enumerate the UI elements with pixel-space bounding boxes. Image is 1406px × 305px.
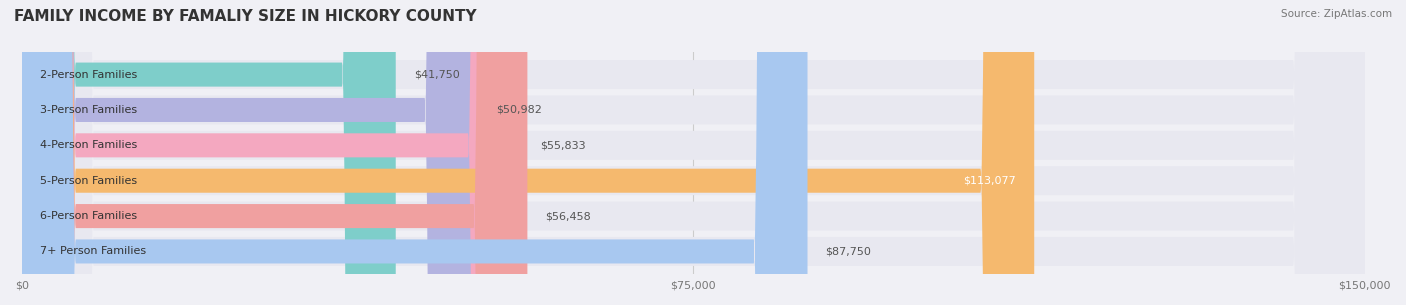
Text: $55,833: $55,833 [540, 140, 585, 150]
FancyBboxPatch shape [22, 0, 1365, 305]
Text: 5-Person Families: 5-Person Families [39, 176, 136, 186]
Text: $41,750: $41,750 [413, 70, 460, 80]
FancyBboxPatch shape [22, 0, 1365, 305]
Text: 6-Person Families: 6-Person Families [39, 211, 136, 221]
FancyBboxPatch shape [22, 0, 1365, 305]
Text: 2-Person Families: 2-Person Families [39, 70, 138, 80]
Text: FAMILY INCOME BY FAMALIY SIZE IN HICKORY COUNTY: FAMILY INCOME BY FAMALIY SIZE IN HICKORY… [14, 9, 477, 24]
FancyBboxPatch shape [22, 0, 395, 305]
Text: 7+ Person Families: 7+ Person Families [39, 246, 146, 257]
FancyBboxPatch shape [22, 0, 478, 305]
Text: $50,982: $50,982 [496, 105, 543, 115]
Text: 4-Person Families: 4-Person Families [39, 140, 138, 150]
FancyBboxPatch shape [22, 0, 1035, 305]
FancyBboxPatch shape [22, 0, 527, 305]
FancyBboxPatch shape [22, 0, 1365, 305]
FancyBboxPatch shape [22, 0, 807, 305]
FancyBboxPatch shape [22, 0, 1365, 305]
Text: $113,077: $113,077 [963, 176, 1017, 186]
Text: 3-Person Families: 3-Person Families [39, 105, 136, 115]
Text: $87,750: $87,750 [825, 246, 872, 257]
FancyBboxPatch shape [22, 0, 1365, 305]
Text: $56,458: $56,458 [546, 211, 591, 221]
FancyBboxPatch shape [22, 0, 522, 305]
Text: Source: ZipAtlas.com: Source: ZipAtlas.com [1281, 9, 1392, 19]
